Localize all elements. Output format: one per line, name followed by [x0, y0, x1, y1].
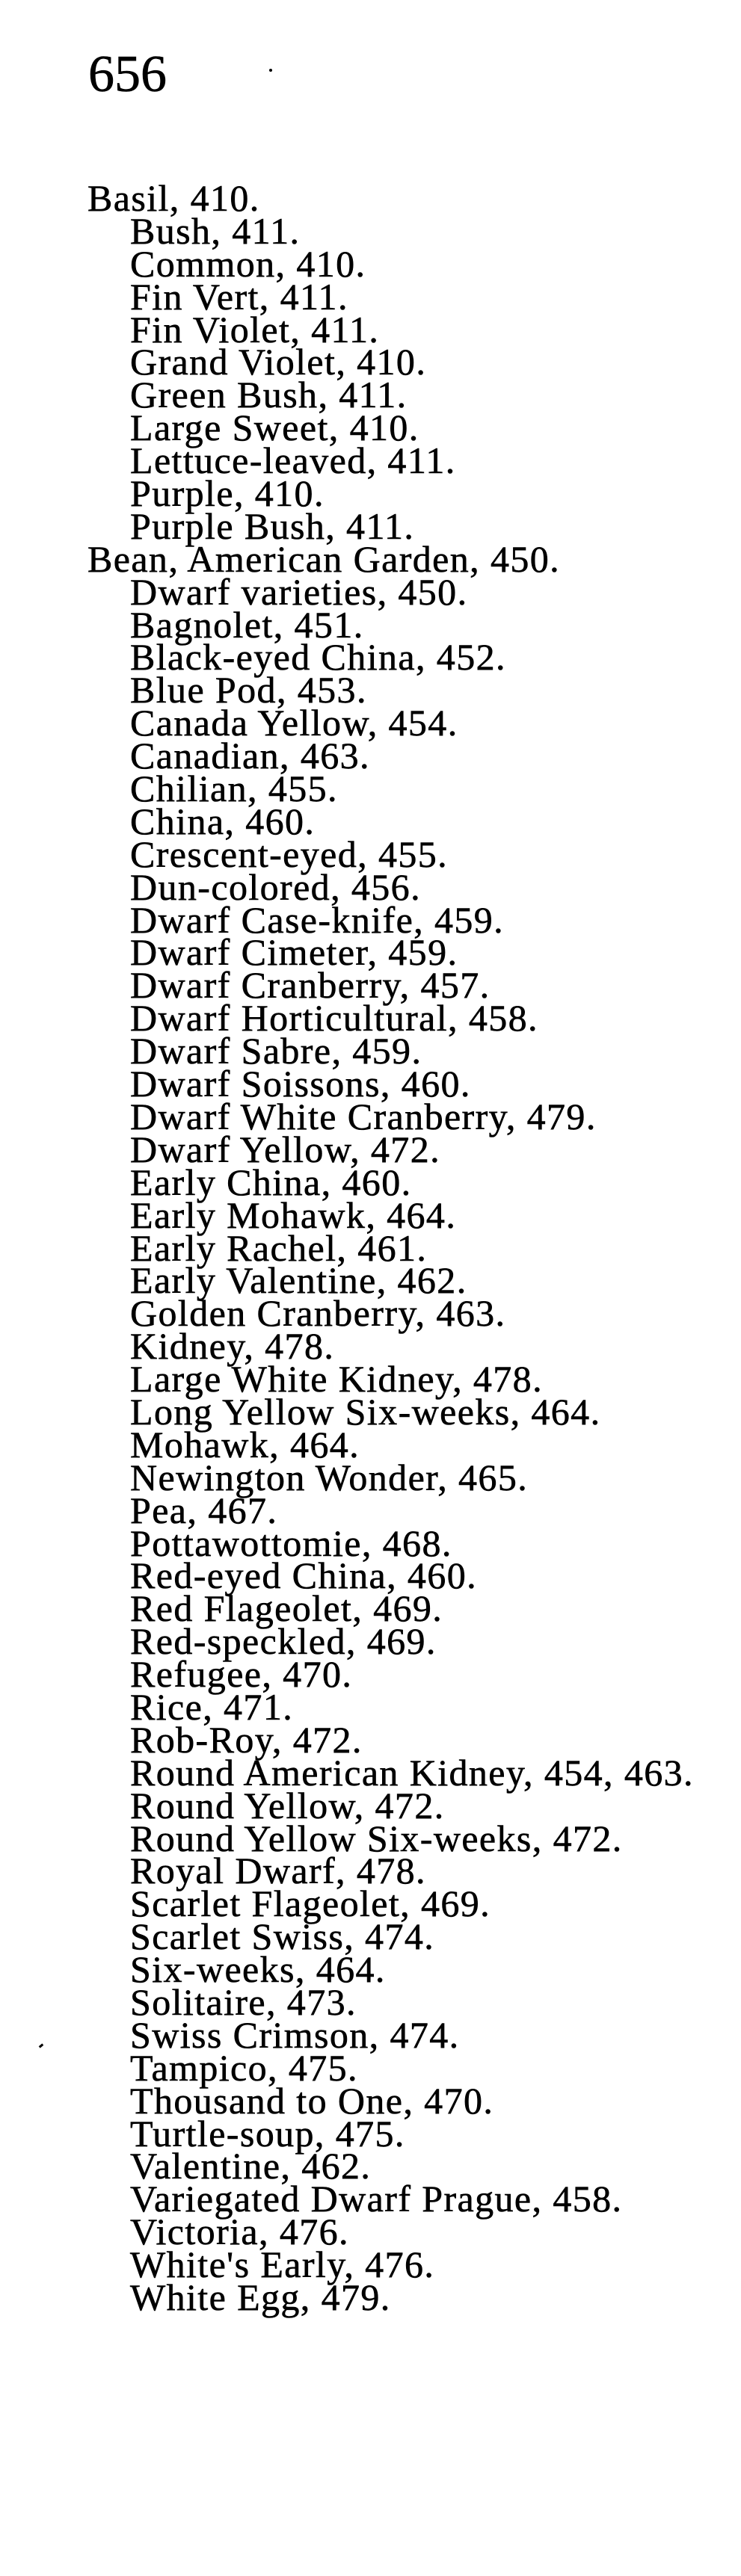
index-subentry: Solitaire, 473. [130, 1980, 357, 2023]
index-subentry: Newington Wonder, 465. [130, 1456, 529, 1498]
index-subentry: Large Sweet, 410. [130, 407, 419, 449]
index-subentry: Pea, 467. [130, 1489, 278, 1531]
index-subentry: Dwarf varieties, 450. [130, 570, 468, 613]
print-speck [38, 2043, 44, 2048]
index-subentry: China, 460. [130, 800, 316, 842]
index-subentry: Rob-Roy, 472. [130, 1718, 363, 1761]
index-heading: Basil, 410. [87, 177, 260, 219]
index-subentry: Large White Kidney, 478. [130, 1358, 543, 1400]
index-subentry: Early Valentine, 462. [130, 1259, 467, 1302]
index-subentry: White's Early, 476. [130, 2243, 435, 2286]
index-subentry: Dwarf Sabre, 459. [130, 1030, 422, 1072]
index-subentry: Canada Yellow, 454. [130, 702, 458, 744]
index-subentry: Bush, 411. [130, 209, 301, 252]
index-subentry: Refugee, 470. [130, 1653, 353, 1696]
index-subentry: Common, 410. [130, 242, 366, 285]
index-subentry: Tampico, 475. [130, 2046, 358, 2089]
index-subentry: Thousand to One, 470. [130, 2079, 494, 2122]
page-number: 656 [88, 46, 167, 104]
index-subentry: Grand Violet, 410. [130, 341, 427, 383]
index-subentry: Dwarf Horticultural, 458. [130, 997, 538, 1040]
index-subentry: Swiss Crimson, 474. [130, 2013, 460, 2056]
index-subentry: Bagnolet, 451. [130, 603, 364, 646]
index-subentry: Dwarf Soissons, 460. [130, 1063, 471, 1105]
index-subentry: Red-eyed China, 460. [130, 1554, 478, 1597]
index-subentry: Black-eyed China, 452. [130, 636, 506, 679]
index-subentry: Long Yellow Six-weeks, 464. [130, 1390, 601, 1433]
index-subentry: Rice, 471. [130, 1685, 294, 1728]
index-subentry: Kidney, 478. [130, 1325, 335, 1368]
index-subentry: Mohawk, 464. [130, 1423, 360, 1465]
index-subentry: Early Rachel, 461. [130, 1226, 428, 1269]
index-subentry: Pottawottomie, 468. [130, 1522, 452, 1564]
index-subentry: Dwarf Cimeter, 459. [130, 931, 458, 974]
index-subentry: Dun-colored, 456. [130, 865, 421, 908]
index-subentry: Fin Vert, 411. [130, 275, 348, 318]
index-subentry: Crescent-eyed, 455. [130, 833, 449, 875]
index-subentry: Fin Violet, 411. [130, 308, 380, 350]
index-subentry: Six-weeks, 464. [130, 1948, 386, 1991]
index-subentry: Round Yellow, 472. [130, 1784, 445, 1826]
index-subentry: Chilian, 455. [130, 767, 338, 810]
index-subentry: Blue Pod, 453. [130, 669, 367, 711]
index-heading: Bean, American Garden, 450. [87, 537, 561, 580]
index-subentry: Valentine, 462. [130, 2145, 372, 2187]
index-subentry: Red-speckled, 469. [130, 1620, 437, 1663]
index-subentry: Victoria, 476. [130, 2211, 349, 2253]
index-subentry: Lettuce-leaved, 411. [130, 439, 456, 482]
index-subentry: Early Mohawk, 464. [130, 1193, 457, 1236]
index-subentry: Early China, 460. [130, 1161, 412, 1203]
index-subentry: Red Flageolet, 469. [130, 1587, 443, 1630]
index-subentry: Turtle-soup, 475. [130, 2112, 405, 2155]
index-subentry: Dwarf Yellow, 472. [130, 1128, 440, 1170]
index-subentry: Dwarf Cranberry, 457. [130, 964, 491, 1007]
index-subentry: Purple Bush, 411. [130, 504, 415, 547]
index-subentry: Golden Cranberry, 463. [130, 1292, 506, 1335]
index-subentry: Dwarf White Cranberry, 479. [130, 1095, 597, 1137]
index-subentry: Purple, 410. [130, 472, 325, 515]
index-subentry: White Egg, 479. [130, 2276, 391, 2318]
index-subentry: Scarlet Flageolet, 469. [130, 1882, 491, 1925]
index-subentry: Round American Kidney, 454, 463. [130, 1751, 694, 1794]
index-list: Basil, 410. Bush, 411. Common, 410. Fin Ver… [87, 177, 694, 2318]
index-subentry: Scarlet Swiss, 474. [130, 1915, 435, 1958]
index-subentry: Royal Dwarf, 478. [130, 1850, 426, 1892]
index-subentry: Round Yellow Six-weeks, 472. [130, 1817, 623, 1859]
index-subentry: Dwarf Case-knife, 459. [130, 898, 505, 941]
index-subentry: Green Bush, 411. [130, 374, 408, 416]
index-subentry: Variegated Dwarf Prague, 458. [130, 2178, 623, 2220]
index-subentry: Canadian, 463. [130, 735, 370, 777]
print-speck [269, 69, 272, 72]
